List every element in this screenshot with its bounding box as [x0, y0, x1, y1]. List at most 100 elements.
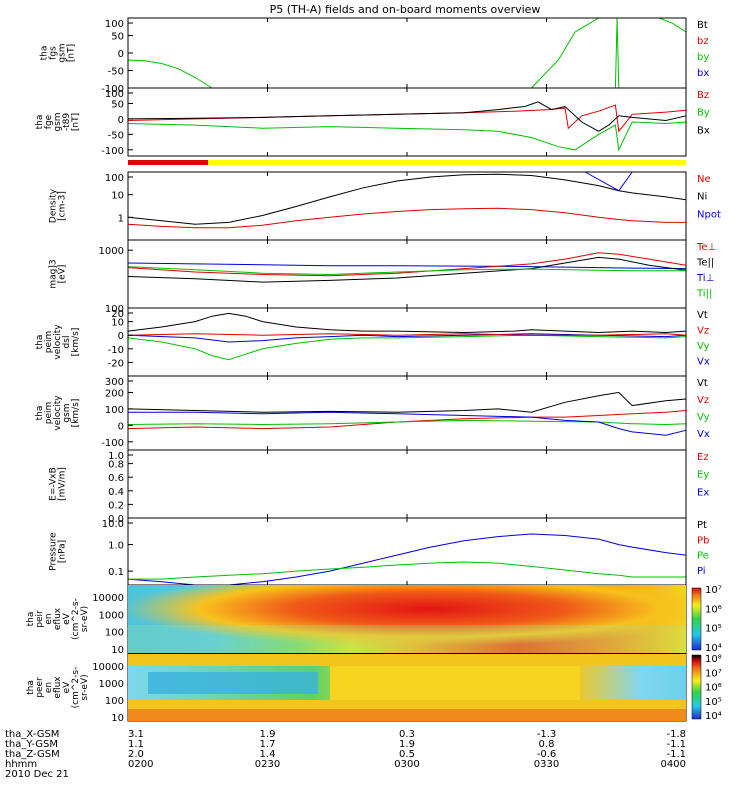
- y-tick-label: 20: [111, 309, 124, 320]
- legend-Ne: Ne: [697, 174, 711, 185]
- panel-frame: [127, 87, 687, 157]
- y-axis-label: gsm: [62, 403, 72, 422]
- ephemeris-value: -1.1: [666, 749, 686, 760]
- colorbar-label: 10⁵: [705, 624, 722, 635]
- y-tick-label: 100: [105, 405, 124, 416]
- series-fgs-by: [614, 17, 620, 89]
- colorbar-peer: [691, 654, 702, 720]
- legend-Pb: Pb: [697, 535, 709, 546]
- series-temp-Te⊥: [127, 252, 687, 277]
- y-tick-label: 100: [105, 19, 124, 30]
- legend-Ey: Ey: [697, 470, 709, 481]
- y-tick-label: 100: [105, 696, 124, 707]
- peir-spectrogram: [128, 585, 686, 653]
- mode-bar-red: [128, 160, 208, 165]
- y-axis-label: sr-eV): [80, 674, 90, 700]
- y-axis-label: fgs: [49, 46, 59, 60]
- panel-efield: 1.00.8 0.6 0.4 0.2 0.0 E=-VxB [mV/m] Ez Ey Ex: [49, 449, 709, 525]
- y-axis-label: peir: [35, 610, 45, 628]
- series-density-Npot: [584, 171, 633, 192]
- panel-frame: [127, 171, 687, 241]
- legend-Vy: Vy: [697, 341, 710, 352]
- panel-frame: [127, 517, 687, 586]
- ephemeris-value: 0400: [661, 759, 686, 770]
- colorbar-label: 10⁶: [705, 604, 722, 615]
- ephemeris-value: 1.9: [260, 729, 276, 740]
- y-axis-label: [nPa]: [58, 540, 68, 563]
- colorbar-label: 10⁷: [705, 668, 722, 679]
- peer-spectrogram: [128, 654, 686, 721]
- series-fgs-by: [531, 17, 616, 89]
- ephemeris-row-label: tha_Z-GSM: [5, 749, 60, 760]
- series-velocity_gsm-Vx: [128, 411, 687, 436]
- panel-pressure: 10.0 1.0 0.1 Pressure [nPa] Pt Pb Pe Pi: [49, 517, 709, 586]
- ephemeris-value: -1.3: [537, 729, 557, 740]
- y-axis-label: [mV/m]: [58, 467, 68, 501]
- series-fgs-by: [127, 59, 213, 89]
- y-tick-label: 200: [105, 388, 124, 399]
- legend-Ti⊥: Ti⊥: [696, 273, 714, 284]
- colorbar-label: 10⁴: [705, 711, 722, 722]
- series-temp-Ti⊥: [127, 262, 687, 270]
- y-axis-label: peer: [35, 677, 45, 698]
- legend-Vx: Vx: [697, 429, 710, 440]
- y-axis-label: [nT]: [67, 44, 77, 62]
- y-axis-label: E=-VxB: [49, 467, 59, 501]
- series-velocity_dsl-Vy: [127, 334, 687, 361]
- panel-frame: [127, 17, 687, 89]
- y-tick-label: 100: [105, 304, 124, 315]
- y-tick-label: 1: [118, 213, 124, 224]
- panel-peir_spec: 10000 1000 100 10 tha peir en eflux eV (cm^2-s-sr…: [26, 584, 722, 656]
- y-tick-label: 10: [111, 645, 124, 656]
- colorbar-label: 10⁶: [705, 683, 722, 694]
- y-axis-label: [nT]: [71, 113, 81, 131]
- legend-Vt: Vt: [697, 310, 708, 321]
- legend-Te⊥: Te⊥: [696, 242, 716, 253]
- y-axis-label: velocity: [53, 324, 63, 360]
- y-axis-label: [cm-3]: [58, 191, 68, 221]
- y-tick-label: -100: [101, 146, 124, 157]
- y-axis-label: fge: [44, 114, 54, 129]
- y-tick-label: 0.2: [108, 500, 124, 511]
- y-axis-label: tha: [35, 335, 45, 350]
- y-tick-label: 0: [118, 49, 124, 60]
- y-tick-label: 0.1: [108, 567, 124, 578]
- ephemeris-value: -0.6: [537, 749, 557, 760]
- y-tick-label: 0.0: [108, 514, 124, 525]
- legend-Bz: Bz: [697, 90, 709, 101]
- series-pressure-Pi: [127, 533, 687, 586]
- y-axis-label: tha: [35, 115, 45, 130]
- legend-Vt: Vt: [697, 378, 708, 389]
- y-tick-label: 0: [118, 421, 124, 432]
- legend-bx: bx: [697, 68, 709, 79]
- y-axis-label: velocity: [53, 395, 63, 431]
- ephemeris-value: 3.1: [128, 729, 144, 740]
- y-axis-label: en: [44, 682, 54, 693]
- series-pressure-Pe: [128, 561, 686, 580]
- ephemeris-row-label: tha_X-GSM: [5, 729, 59, 740]
- ephemeris-value: 0300: [394, 759, 419, 770]
- panel-fgs: 100 50 0 -50 -100 tha fgs gsm [nT] Bt bz by bx: [40, 17, 709, 95]
- legend-by: by: [697, 52, 709, 63]
- y-tick-label: 10: [111, 318, 124, 329]
- legend-Npot: Npot: [697, 209, 721, 220]
- y-tick-label: 0.8: [108, 460, 124, 471]
- legend-Pi: Pi: [697, 566, 706, 577]
- y-tick-label: 100: [105, 89, 124, 100]
- panel-frame: [127, 239, 687, 309]
- series-temp-Ti||: [127, 266, 686, 276]
- colorbar-label: 10⁸: [705, 654, 722, 665]
- ephemeris-row-label: hhmm: [5, 759, 37, 770]
- panel-frame: [127, 449, 687, 519]
- y-tick-label: -20: [108, 358, 124, 369]
- y-tick-label: 100: [105, 628, 124, 639]
- y-tick-label: 10.0: [102, 519, 124, 530]
- series-fge-By: [127, 121, 687, 152]
- y-axis-label: (cm^2-s-: [71, 667, 81, 709]
- y-tick-label: 100: [105, 173, 124, 184]
- y-axis-label: [eV]: [58, 265, 68, 284]
